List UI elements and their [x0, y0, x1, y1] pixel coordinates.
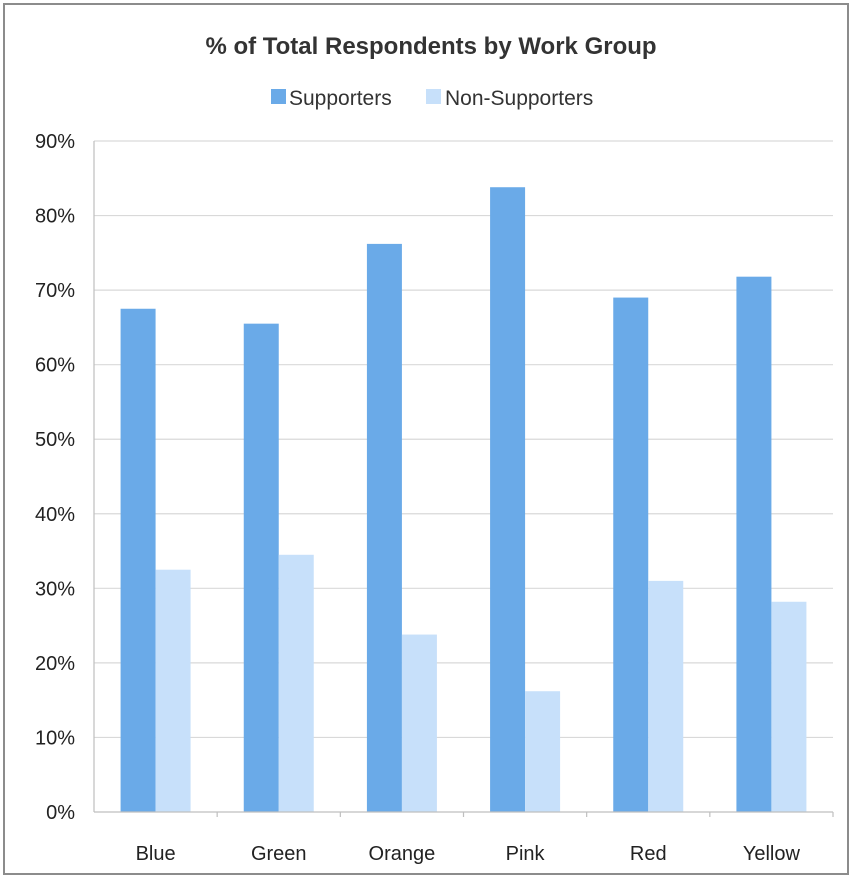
bar-supporters-yellow	[736, 276, 772, 812]
bar-supporters-green	[243, 323, 279, 812]
legend-label-supporters: Supporters	[289, 87, 392, 110]
bar-supporters-blue	[120, 308, 156, 812]
bar-non-supporters-orange	[401, 634, 437, 812]
bar-supporters-pink	[490, 187, 526, 813]
bar-supporters-orange	[366, 243, 402, 813]
y-tick-label: 60%	[35, 355, 75, 377]
y-tick-label: 10%	[35, 727, 75, 749]
bar-non-supporters-pink	[525, 691, 561, 812]
x-tick-label: Red	[630, 843, 667, 865]
bar-non-supporters-blue	[155, 569, 191, 812]
x-axis-tick-labels: Blue Green Orange Pink Red Yellow	[136, 843, 801, 865]
axes	[93, 141, 834, 817]
y-tick-label: 70%	[35, 280, 75, 302]
bar-non-supporters-yellow	[771, 601, 807, 812]
y-tick-label: 80%	[35, 206, 75, 228]
bar-non-supporters-red	[648, 580, 684, 812]
gridlines	[94, 140, 833, 739]
x-tick-label: Orange	[369, 843, 436, 865]
legend: Supporters Non-Supporters	[271, 87, 593, 110]
y-tick-label: 50%	[35, 429, 75, 451]
x-tick-label: Blue	[136, 843, 176, 865]
chart-title: % of Total Respondents by Work Group	[205, 33, 656, 60]
bar-non-supporters-green	[278, 554, 314, 812]
legend-swatch-supporters	[271, 89, 286, 104]
y-tick-label: 40%	[35, 504, 75, 526]
y-tick-label: 0%	[46, 802, 75, 824]
bars	[120, 187, 807, 813]
y-tick-label: 30%	[35, 578, 75, 600]
y-axis-tick-labels: 0% 10% 20% 30% 40% 50% 60% 70% 80% 90%	[35, 131, 75, 824]
y-tick-label: 90%	[35, 131, 75, 153]
legend-swatch-non-supporters	[426, 89, 441, 104]
bar-supporters-red	[613, 297, 649, 813]
y-tick-label: 20%	[35, 653, 75, 675]
x-tick-label: Yellow	[743, 843, 801, 865]
x-tick-label: Pink	[506, 843, 546, 865]
legend-label-non-supporters: Non-Supporters	[445, 87, 593, 110]
x-tick-label: Green	[251, 843, 307, 865]
